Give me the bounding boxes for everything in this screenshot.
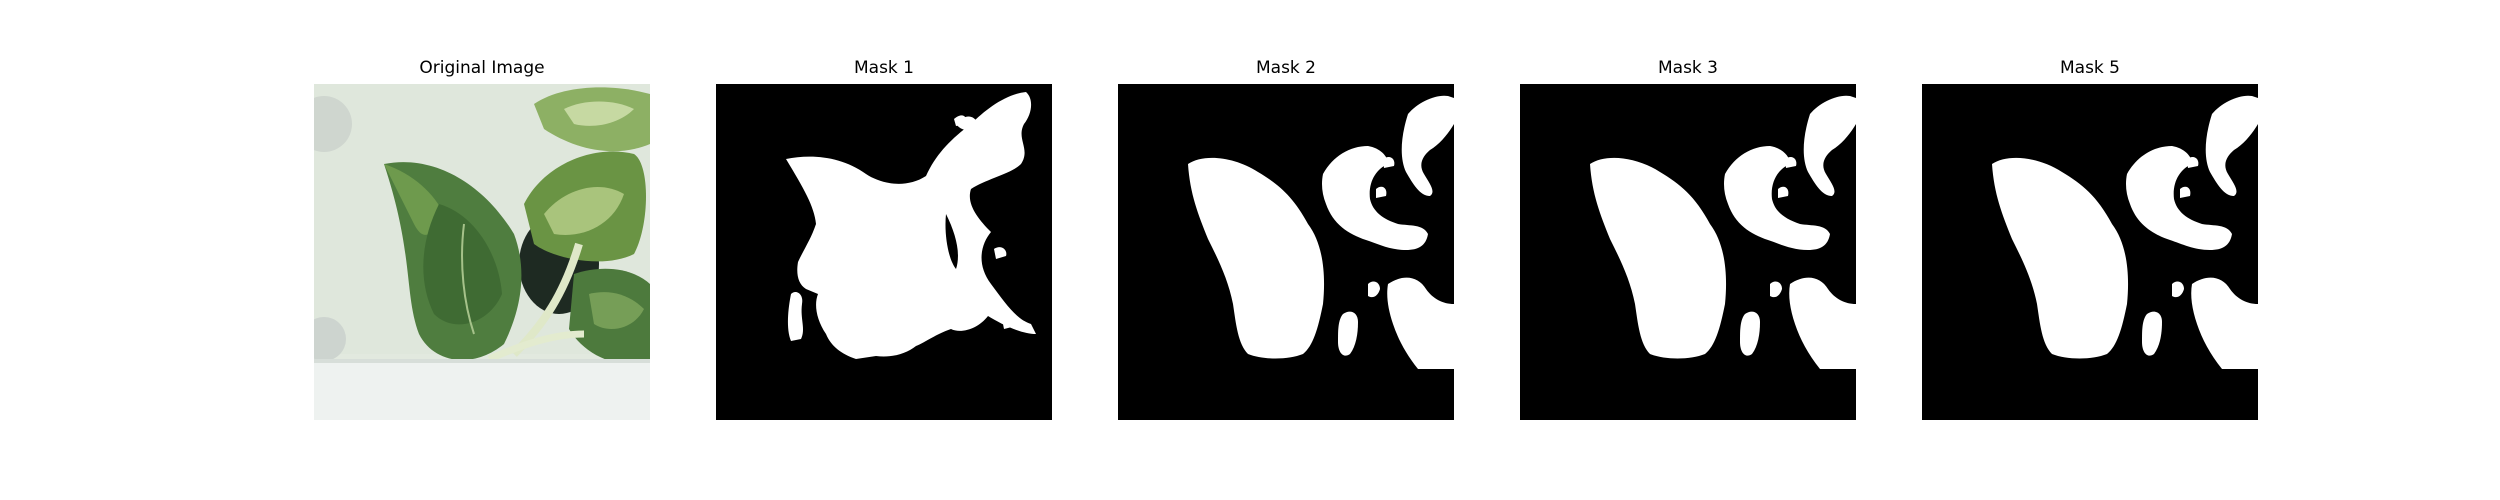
mask-2 xyxy=(1118,84,1454,420)
panel-title-mask-3: Mask 3 xyxy=(1657,58,1718,78)
mask-2-image xyxy=(1118,84,1454,420)
mask-5-image xyxy=(1922,84,2258,420)
original-image xyxy=(314,84,650,420)
plant-photo xyxy=(314,84,650,420)
mask-3-image xyxy=(1520,84,1856,420)
panel-title-original-image: Original Image xyxy=(419,58,545,78)
mask-3 xyxy=(1520,84,1856,420)
mask-5 xyxy=(1922,84,2258,420)
mask-1 xyxy=(716,84,1052,420)
panel-title-mask-5: Mask 5 xyxy=(2059,58,2120,78)
mask-1-image xyxy=(716,84,1052,420)
panel-title-mask-1: Mask 1 xyxy=(853,58,914,78)
panel-title-mask-2: Mask 2 xyxy=(1255,58,1316,78)
